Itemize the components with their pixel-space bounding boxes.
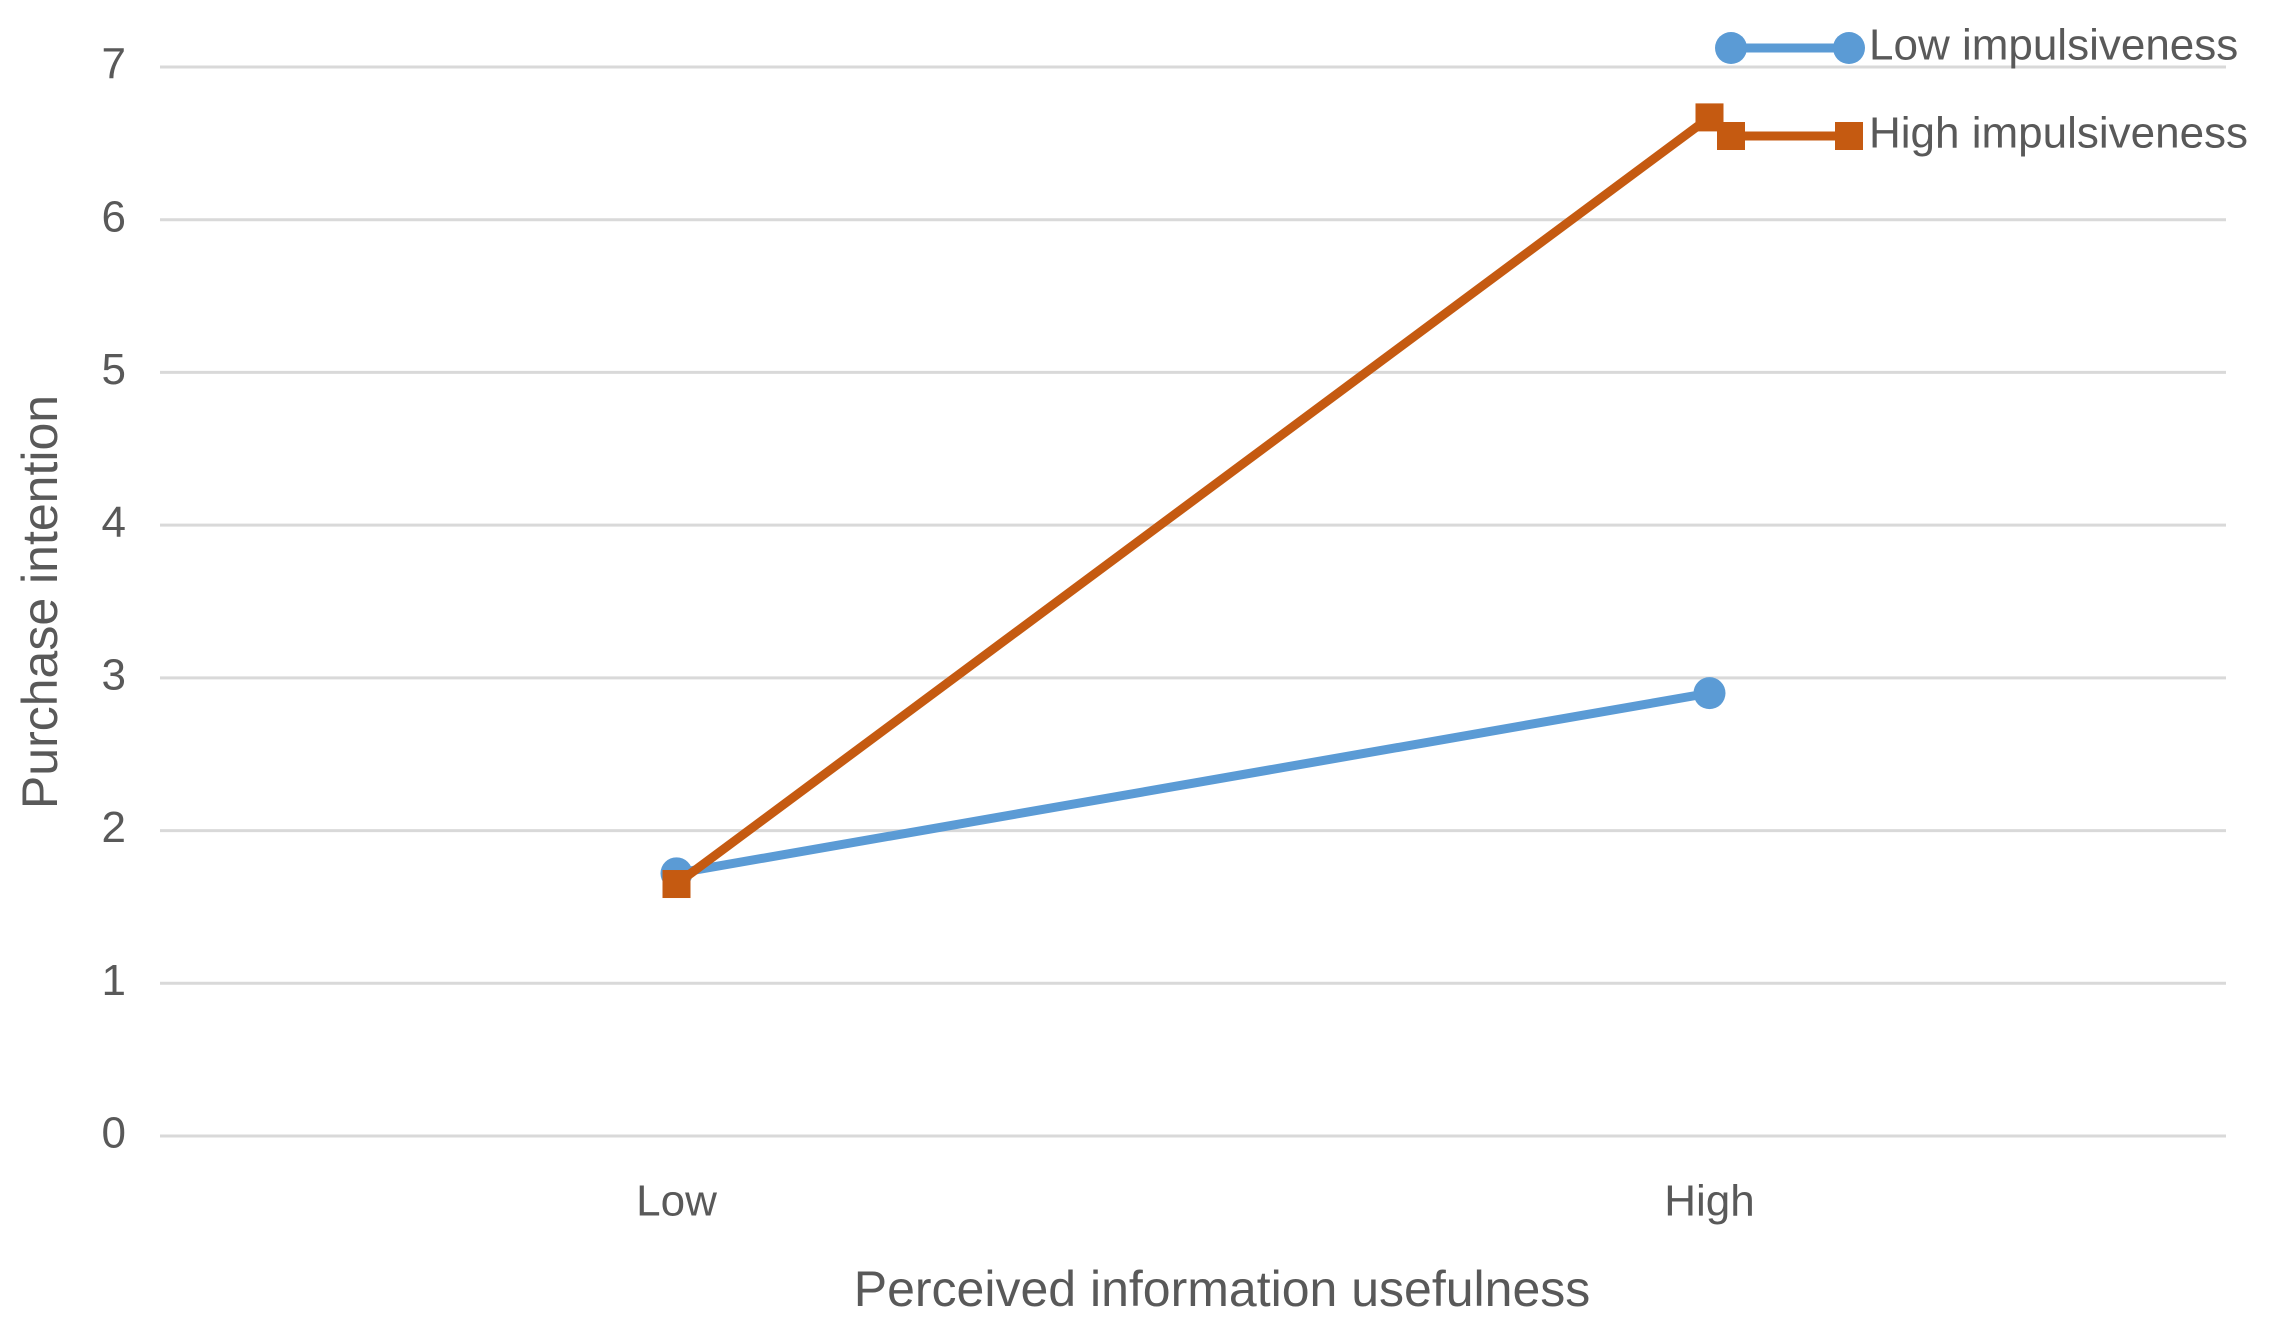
legend-marker: [1833, 32, 1865, 64]
data-point: [1693, 677, 1726, 710]
x-tick-label: High: [1664, 1177, 1755, 1226]
x-tick-label: Low: [636, 1177, 717, 1226]
y-tick-label: 2: [102, 803, 126, 852]
legend-label: High impulsiveness: [1869, 109, 2248, 158]
series-line: [673, 113, 1713, 888]
series-line: [675, 688, 1711, 878]
y-tick-label: 7: [102, 40, 126, 89]
y-tick-label: 6: [102, 192, 126, 241]
y-tick-label: 1: [102, 956, 126, 1005]
data-point: [662, 870, 691, 899]
y-axis-title: Purchase intention: [12, 395, 68, 809]
legend-label: Low impulsiveness: [1869, 21, 2238, 70]
y-tick-label: 0: [102, 1109, 126, 1158]
x-axis-title: Perceived information usefulness: [854, 1261, 1591, 1317]
y-tick-label: 3: [102, 650, 126, 699]
legend-marker: [1715, 32, 1747, 64]
legend-marker: [1717, 122, 1745, 150]
legend-marker: [1835, 122, 1863, 150]
y-tick-label: 5: [102, 345, 126, 394]
y-tick-label: 4: [102, 498, 126, 547]
